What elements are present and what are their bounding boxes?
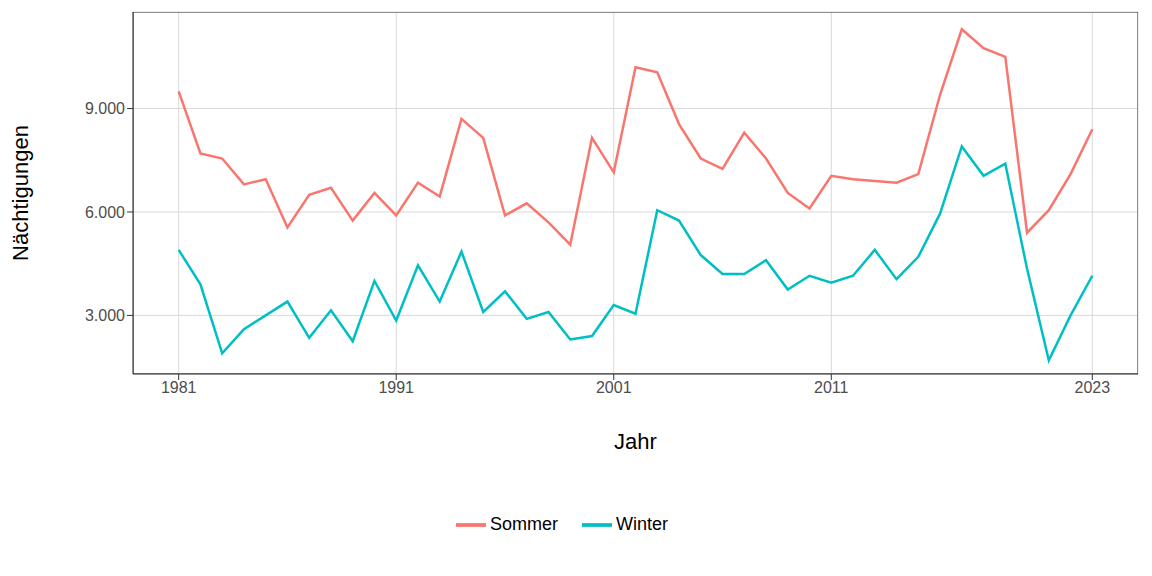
svg-text:2001: 2001: [596, 379, 632, 396]
svg-text:Nächtigungen: Nächtigungen: [8, 125, 33, 261]
svg-text:2011: 2011: [814, 379, 849, 396]
svg-text:9.000: 9.000: [85, 100, 125, 117]
svg-text:1991: 1991: [378, 379, 414, 396]
svg-text:3.000: 3.000: [85, 307, 125, 324]
svg-text:6.000: 6.000: [85, 204, 125, 221]
html-text:Sommer: Sommer: [490, 513, 558, 534]
html-text:Winter: Winter: [616, 513, 668, 534]
svg-text:2023: 2023: [1075, 379, 1111, 396]
svg-text:Jahr: Jahr: [614, 429, 657, 454]
svg-text:1981: 1981: [161, 379, 197, 396]
